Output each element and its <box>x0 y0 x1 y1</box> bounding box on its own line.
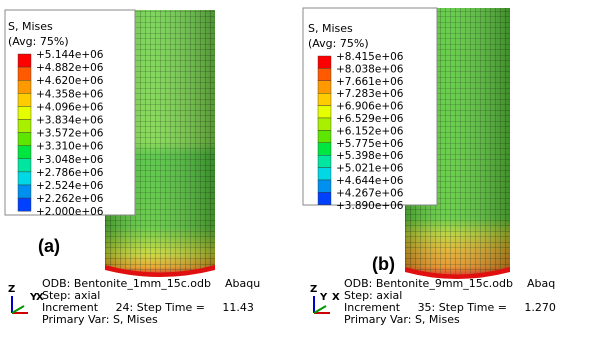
legend-level: +4.644e+06 <box>336 175 404 187</box>
legend-level: +3.834e+06 <box>36 115 104 127</box>
legend-level: +5.144e+06 <box>36 49 104 61</box>
legend-swatch <box>18 93 31 106</box>
triad-label: Z <box>8 284 15 295</box>
legend-level: +5.398e+06 <box>336 150 404 162</box>
legend-level: +7.283e+06 <box>336 88 404 100</box>
legend-avg: (Avg: 75%) <box>308 37 369 50</box>
legend-swatch <box>318 155 331 167</box>
legend-level: +5.021e+06 <box>336 163 404 175</box>
legend-swatch <box>18 198 31 211</box>
legend-swatch <box>18 146 31 159</box>
legend-level: +4.096e+06 <box>36 101 104 113</box>
legend-swatch <box>18 67 31 80</box>
panel-label: (a) <box>38 236 60 256</box>
legend-avg: (Avg: 75%) <box>8 35 69 48</box>
legend-level: +5.775e+06 <box>336 138 404 150</box>
legend-level: +7.661e+06 <box>336 76 404 88</box>
legend-swatch <box>18 106 31 119</box>
legend-swatch <box>18 159 31 172</box>
legend-swatch <box>18 133 31 146</box>
legend-swatch <box>318 118 331 130</box>
legend-level: +3.572e+06 <box>36 128 104 140</box>
triad-axis <box>314 306 326 313</box>
legend-level: +6.152e+06 <box>336 125 404 137</box>
legend-swatch <box>318 106 331 118</box>
legend-level: +2.786e+06 <box>36 167 104 179</box>
legend-level: +6.906e+06 <box>336 101 404 113</box>
legend-swatch <box>318 192 331 204</box>
legend-level: +2.000e+06 <box>36 206 104 218</box>
legend-swatch <box>318 93 331 105</box>
legend-swatch <box>318 68 331 80</box>
info-line: Primary Var: S, Mises <box>344 313 460 326</box>
triad-label: X <box>332 292 340 303</box>
legend-swatch <box>318 168 331 180</box>
legend-swatch <box>18 80 31 93</box>
legend-swatch <box>318 81 331 93</box>
triad-axis <box>12 306 24 313</box>
legend-level: +4.267e+06 <box>336 187 404 199</box>
triad-label: Z <box>310 284 317 295</box>
legend-level: +3.048e+06 <box>36 154 104 166</box>
legend-swatch <box>318 130 331 142</box>
legend-level: +2.262e+06 <box>36 193 104 205</box>
legend-level: +3.890e+06 <box>336 200 404 212</box>
figure: (a) (b) S, Mises(Avg: 75%)+5.144e+06+4.8… <box>0 0 595 360</box>
legend-swatch <box>18 185 31 198</box>
legend-swatch <box>18 54 31 67</box>
legend-level: +6.529e+06 <box>336 113 404 125</box>
legend-level: +8.415e+06 <box>336 51 404 63</box>
legend-swatch <box>318 180 331 192</box>
legend-swatch <box>18 172 31 185</box>
legend-level: +2.524e+06 <box>36 180 104 192</box>
legend-level: +4.358e+06 <box>36 88 104 100</box>
legend-title: S, Mises <box>308 22 353 35</box>
legend-swatch <box>318 143 331 155</box>
legend-level: +4.882e+06 <box>36 62 104 74</box>
panel-label: (b) <box>372 254 395 274</box>
legend-level: +4.620e+06 <box>36 75 104 87</box>
info-line: Primary Var: S, Mises <box>42 313 158 326</box>
legend-swatch <box>18 120 31 133</box>
legend-level: +3.310e+06 <box>36 141 104 153</box>
triad-label: Y <box>319 292 328 303</box>
legend-level: +8.038e+06 <box>336 63 404 75</box>
legend-swatch <box>318 56 331 68</box>
legend-title: S, Mises <box>8 20 53 33</box>
